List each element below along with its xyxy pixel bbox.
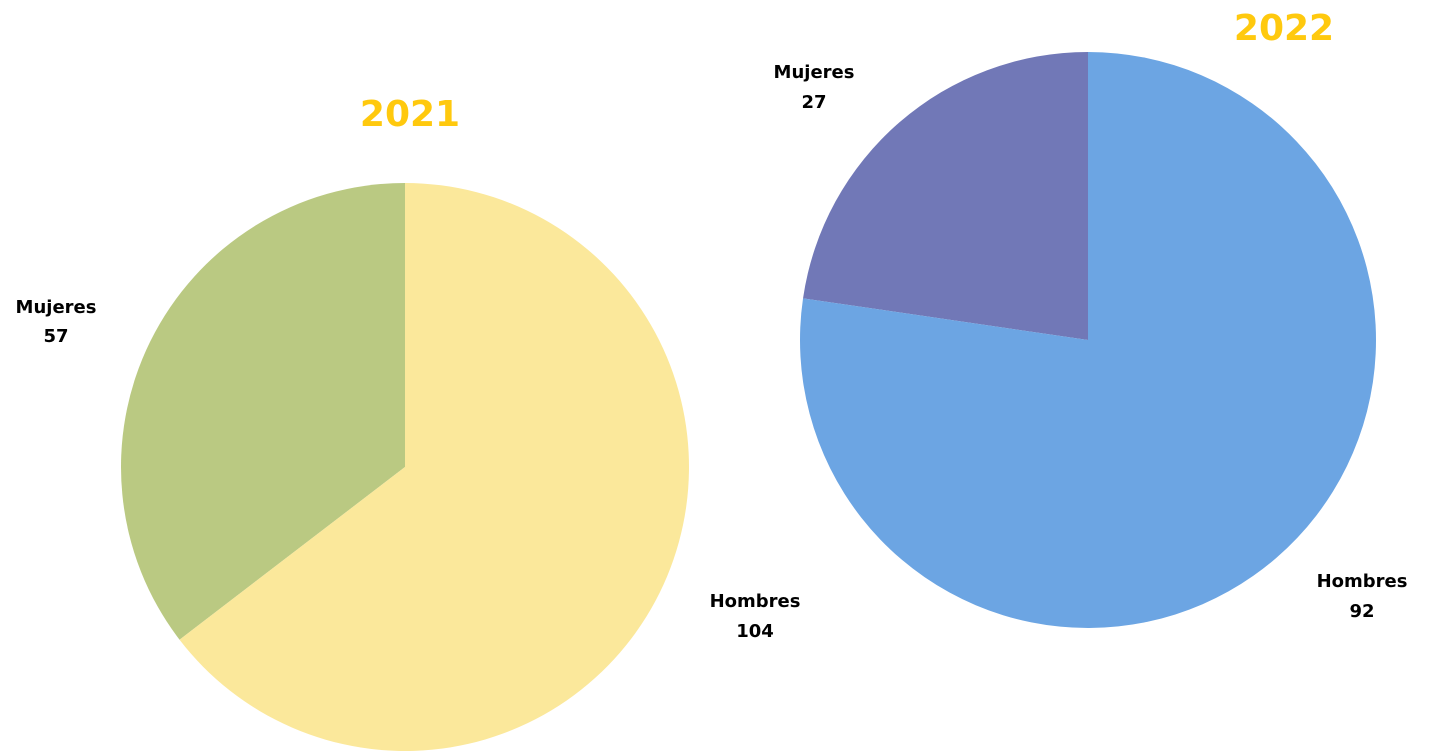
data-label-category-hombres-2021: Hombres — [710, 591, 801, 612]
data-label-category-mujeres-2022: Mujeres — [774, 62, 855, 83]
pie-chart-2021: 2021 Mujeres 57 Hombres 104 — [16, 94, 801, 751]
data-label-value-mujeres-2022: 27 — [801, 92, 826, 113]
pie-slice-hombres-2022 — [799, 52, 1376, 629]
pie-chart-2022: 2022 Mujeres 27 Hombres 92 — [774, 8, 1408, 629]
data-label-category-hombres-2022: Hombres — [1317, 571, 1408, 592]
chart-title-2021: 2021 — [360, 94, 460, 135]
data-label-value-mujeres-2021: 57 — [43, 326, 68, 347]
pie-slice-mujeres-2022 — [803, 52, 1088, 340]
pie-slice-hombres-2021 — [179, 183, 689, 751]
chart-title-2022: 2022 — [1234, 8, 1334, 49]
data-label-value-hombres-2021: 104 — [736, 621, 774, 642]
data-label-category-mujeres-2021: Mujeres — [16, 297, 97, 318]
pie-slice-mujeres-2021 — [120, 183, 405, 640]
data-label-value-hombres-2022: 92 — [1349, 601, 1374, 622]
